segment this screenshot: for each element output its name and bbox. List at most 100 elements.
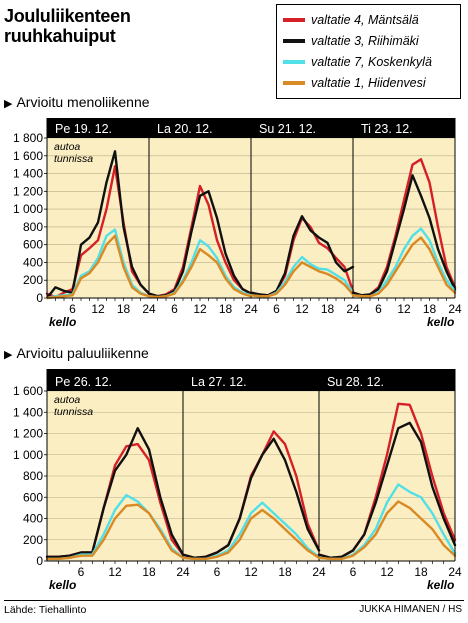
x-tick-label: 24 xyxy=(346,302,360,316)
legend-item: valtatie 7, Koskenkylä xyxy=(283,51,456,72)
unit-label: tunnissa xyxy=(54,406,93,418)
y-tick-label: 1 800 xyxy=(13,131,43,145)
outbound-chart: 0 200 400 600 800 1 000 1 200 1 400 1 600 1 800 au… xyxy=(13,118,462,329)
y-tick-label: 600 xyxy=(23,238,43,252)
chart-title: Joululiikenteen ruuhkahuiput xyxy=(4,6,131,46)
legend-swatch xyxy=(283,38,305,43)
y-tick-label: 800 xyxy=(23,469,43,483)
unit-label: tunnissa xyxy=(54,153,93,165)
y-tick-label: 600 xyxy=(23,490,43,504)
x-tick-label: 12 xyxy=(295,302,309,316)
source-text: Lähde: Tiehallinto xyxy=(4,604,87,616)
series-line xyxy=(45,427,185,558)
day-header-band xyxy=(47,369,455,391)
section-title-return: ▶ Arvioitu paluuliikenne xyxy=(4,345,149,361)
x-axis-label: kello xyxy=(49,315,76,329)
x-tick-label: 6 xyxy=(78,565,85,579)
y-tick-label: 1 400 xyxy=(13,167,43,181)
x-tick-label: 12 xyxy=(244,565,258,579)
series-line xyxy=(317,421,457,559)
section-title-outbound-text: Arvioitu menoliikenne xyxy=(16,94,150,110)
y-tick-label: 1 600 xyxy=(13,384,43,398)
series-line xyxy=(45,503,185,561)
x-axis-label: kello xyxy=(49,578,76,592)
legend-swatch xyxy=(283,80,305,85)
series-line xyxy=(181,437,321,559)
x-tick-label: 18 xyxy=(414,565,428,579)
y-tick-label: 800 xyxy=(23,220,43,234)
y-tick-label: 0 xyxy=(36,291,43,305)
x-tick-label: 18 xyxy=(219,302,233,316)
x-tick-label: 12 xyxy=(91,302,105,316)
day-label: Pe 19. 12. xyxy=(55,122,112,136)
day-label: Ti 23. 12. xyxy=(361,122,413,136)
x-tick-label: 6 xyxy=(375,302,382,316)
legend: valtatie 4, Mäntsälä valtatie 3, Riihimä… xyxy=(276,4,461,99)
legend-label: valtatie 1, Hiidenvesi xyxy=(311,75,426,90)
y-tick-label: 1 000 xyxy=(13,202,43,216)
x-tick-label: 24 xyxy=(176,565,190,579)
x-axis-label: kello xyxy=(427,578,454,592)
y-tick-label: 1 400 xyxy=(13,405,43,419)
legend-swatch xyxy=(283,59,305,64)
y-tick-label: 200 xyxy=(23,273,43,287)
legend-swatch xyxy=(283,17,305,22)
x-tick-label: 18 xyxy=(423,302,437,316)
legend-item: valtatie 1, Hiidenvesi xyxy=(283,72,456,93)
y-tick-label: 1 200 xyxy=(13,184,43,198)
y-tick-label: 400 xyxy=(23,255,43,269)
y-tick-label: 400 xyxy=(23,512,43,526)
day-label: Pe 26. 12. xyxy=(55,375,112,389)
x-tick-label: 12 xyxy=(193,302,207,316)
y-tick-label: 200 xyxy=(23,533,43,547)
x-axis-label: kello xyxy=(427,315,454,329)
legend-item: valtatie 3, Riihimäki xyxy=(283,30,456,51)
legend-label: valtatie 4, Mäntsälä xyxy=(311,12,419,27)
x-tick-label: 18 xyxy=(278,565,292,579)
x-tick-label: 18 xyxy=(142,565,156,579)
x-tick-label: 6 xyxy=(273,302,280,316)
series-line xyxy=(181,508,321,561)
series-line xyxy=(45,165,151,299)
y-tick-label: 1 200 xyxy=(13,427,43,441)
unit-label: autoa xyxy=(54,141,80,153)
y-tick-label: 1 000 xyxy=(13,448,43,462)
section-title-return-text: Arvioitu paluuliikenne xyxy=(16,345,149,361)
series-line xyxy=(351,236,457,298)
unit-label: autoa xyxy=(54,394,80,406)
triangle-bullet-icon: ▶ xyxy=(4,98,13,110)
day-label: La 27. 12. xyxy=(191,375,247,389)
x-tick-label: 6 xyxy=(171,302,178,316)
day-label: Su 21. 12. xyxy=(259,122,316,136)
return-chart: 0 200 400 600 800 1 000 1 200 1 400 1 600 autoatu… xyxy=(13,369,462,592)
x-tick-label: 18 xyxy=(117,302,131,316)
title-line-2: ruuhkahuiput xyxy=(4,26,116,46)
x-tick-label: 6 xyxy=(69,302,76,316)
section-title-outbound: ▶ Arvioitu menoliikenne xyxy=(4,94,150,110)
series-line xyxy=(249,261,355,298)
x-tick-label: 24 xyxy=(312,565,326,579)
y-tick-label: 1 600 xyxy=(13,149,43,163)
x-tick-label: 12 xyxy=(397,302,411,316)
legend-label: valtatie 3, Riihimäki xyxy=(311,33,419,48)
day-label: Su 28. 12. xyxy=(327,375,384,389)
legend-label: valtatie 7, Koskenkylä xyxy=(311,54,432,69)
series-line xyxy=(317,500,457,561)
legend-item: valtatie 4, Mäntsälä xyxy=(283,9,456,30)
x-tick-label: 12 xyxy=(380,565,394,579)
x-tick-label: 24 xyxy=(142,302,156,316)
x-tick-label: 12 xyxy=(108,565,122,579)
x-tick-label: 24 xyxy=(448,565,462,579)
x-tick-label: 6 xyxy=(214,565,221,579)
x-tick-label: 6 xyxy=(350,565,357,579)
footer-rule xyxy=(4,600,464,601)
series-line xyxy=(45,234,151,300)
triangle-bullet-icon: ▶ xyxy=(4,349,13,361)
series-line xyxy=(351,174,457,297)
x-tick-label: 24 xyxy=(448,302,462,316)
series-line xyxy=(147,247,253,299)
x-tick-label: 18 xyxy=(321,302,335,316)
title-line-1: Joululiikenteen xyxy=(4,6,131,26)
day-label: La 20. 12. xyxy=(157,122,213,136)
